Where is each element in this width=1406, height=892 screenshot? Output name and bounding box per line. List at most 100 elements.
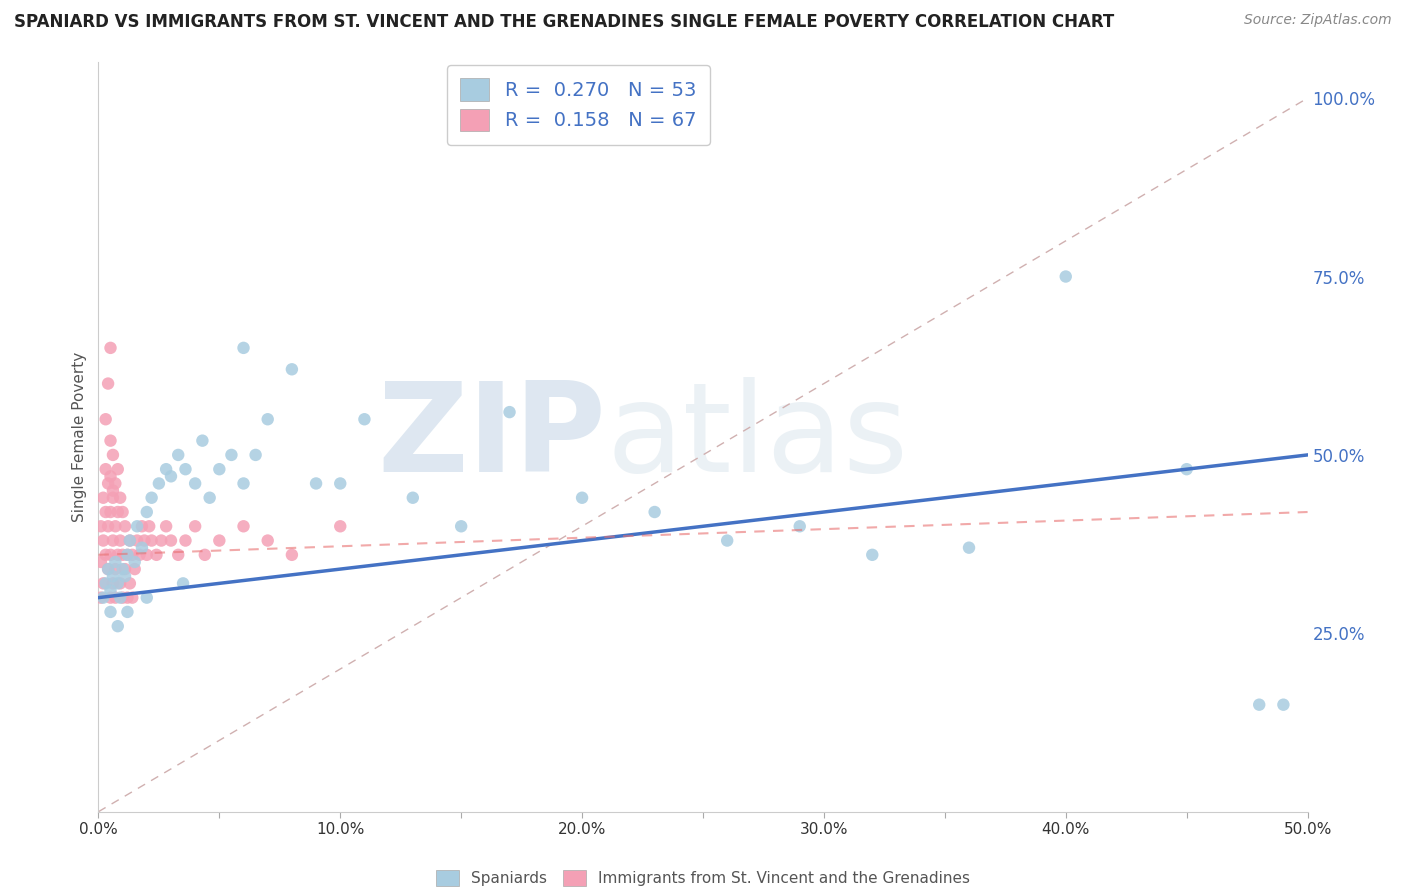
Point [91,576,114,591]
Point [90,519,112,533]
Point [107,548,129,562]
Point [101,533,124,548]
Point [111,505,134,519]
Point [141,491,163,505]
Point [107,505,129,519]
Point [100,591,122,605]
Point [121,548,143,562]
Point [94,412,117,426]
Point [101,483,124,498]
Point [232,341,254,355]
Point [127,519,149,533]
Point [167,448,190,462]
Point [167,548,190,562]
Point [108,591,131,605]
Text: Source: ZipAtlas.com: Source: ZipAtlas.com [1244,13,1392,28]
Point [160,469,183,483]
Text: atlas: atlas [606,376,908,498]
Point [1054,269,1077,284]
Point [208,533,231,548]
Point [104,591,127,605]
Point [94,576,117,591]
Point [97,562,120,576]
Point [860,548,883,562]
Point [160,533,183,548]
Point [571,491,593,505]
Point [191,434,214,448]
Point [198,491,221,505]
Point [716,533,738,548]
Point [184,519,207,533]
Point [108,491,131,505]
Point [114,569,136,583]
Point [107,462,129,476]
Point [101,569,124,583]
Point [184,476,207,491]
Point [101,491,124,505]
Point [135,505,157,519]
Point [114,562,136,576]
Point [135,591,157,605]
Point [90,591,112,605]
Point [124,562,146,576]
Point [117,591,139,605]
Point [135,548,157,562]
Point [100,469,122,483]
Point [232,476,254,491]
Point [118,576,141,591]
Point [101,448,124,462]
Point [221,448,243,462]
Point [305,476,328,491]
Point [111,591,134,605]
Point [101,576,124,591]
Point [104,476,127,491]
Point [957,541,980,555]
Point [155,462,177,476]
Point [174,533,197,548]
Point [91,591,114,605]
Point [94,462,117,476]
Point [134,533,156,548]
Point [97,519,120,533]
Point [131,541,153,555]
Point [256,533,278,548]
Point [121,591,143,605]
Point [498,405,520,419]
Point [100,505,122,519]
Point [104,562,127,576]
Point [402,491,425,505]
Point [131,519,153,533]
Point [789,519,811,533]
Point [107,619,129,633]
Point [450,519,472,533]
Point [281,548,304,562]
Point [208,462,231,476]
Point [97,376,120,391]
Point [118,533,141,548]
Point [150,533,173,548]
Point [100,341,122,355]
Point [108,576,131,591]
Point [94,548,117,562]
Point [114,519,136,533]
Point [97,476,120,491]
Point [148,476,170,491]
Point [117,548,139,562]
Point [329,476,352,491]
Point [104,519,127,533]
Point [141,533,163,548]
Point [100,548,122,562]
Point [91,491,114,505]
Point [644,505,666,519]
Point [90,555,112,569]
Point [128,548,150,562]
Point [94,505,117,519]
Point [108,533,131,548]
Point [107,576,129,591]
Point [256,412,278,426]
Point [174,462,197,476]
Point [138,519,160,533]
Point [100,434,122,448]
Point [155,519,177,533]
Point [281,362,304,376]
